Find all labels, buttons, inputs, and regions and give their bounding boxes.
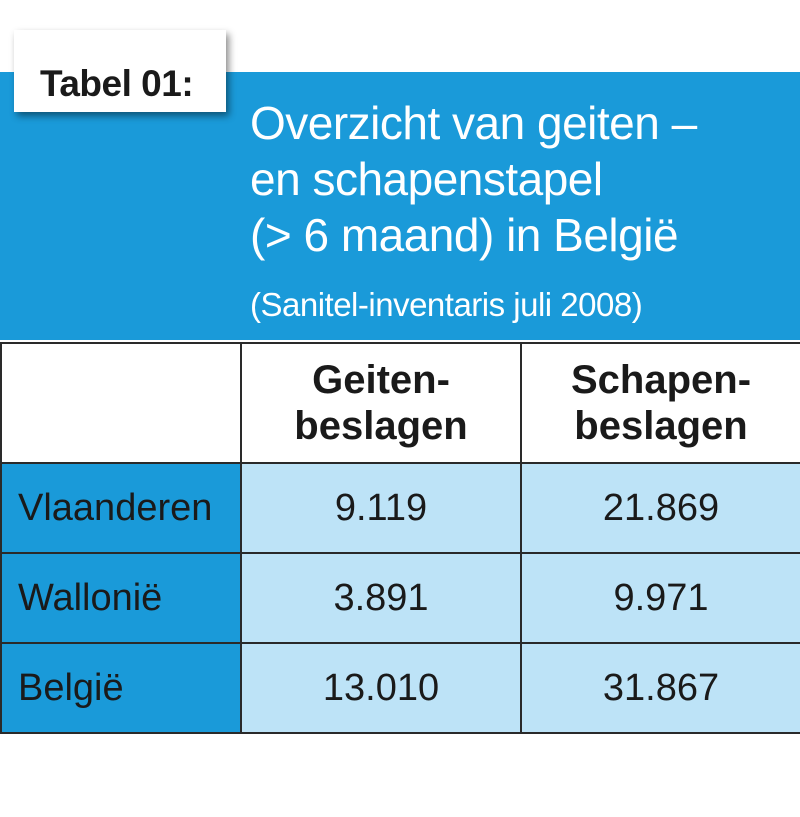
title-line: Overzicht van geiten – bbox=[250, 97, 697, 149]
table-number-label: Tabel 01: bbox=[14, 30, 226, 112]
header-line: Schapen- bbox=[570, 358, 752, 402]
table-row: Vlaanderen 9.119 21.869 bbox=[0, 462, 800, 554]
table-row: Wallonië 3.891 9.971 bbox=[0, 552, 800, 644]
header-row: Geiten- beslagen Schapen- beslagen bbox=[0, 342, 800, 464]
table-subtitle: (Sanitel-inventaris juli 2008) bbox=[250, 286, 643, 323]
table-row: België 13.010 31.867 bbox=[0, 642, 800, 734]
title-line: en schapenstapel bbox=[250, 153, 603, 205]
goat-farms-cell: 3.891 bbox=[240, 552, 522, 644]
goat-farms-cell: 13.010 bbox=[240, 642, 522, 734]
title-line: (> 6 maand) in België bbox=[250, 209, 679, 261]
table-title: Overzicht van geiten – en schapenstapel … bbox=[250, 95, 790, 263]
livestock-table: Geiten- beslagen Schapen- beslagen Vlaan… bbox=[0, 342, 800, 734]
header-sheep-farms: Schapen- beslagen bbox=[520, 342, 800, 464]
region-cell: Vlaanderen bbox=[0, 462, 242, 554]
title-panel bbox=[0, 72, 800, 340]
sheep-farms-cell: 21.869 bbox=[520, 462, 800, 554]
sheep-farms-cell: 31.867 bbox=[520, 642, 800, 734]
header-empty-cell bbox=[0, 342, 242, 464]
sheep-farms-cell: 9.971 bbox=[520, 552, 800, 644]
header-line: beslagen bbox=[294, 404, 468, 448]
region-cell: België bbox=[0, 642, 242, 734]
region-cell: Wallonië bbox=[0, 552, 242, 644]
header-line: Geiten- bbox=[312, 358, 450, 402]
goat-farms-cell: 9.119 bbox=[240, 462, 522, 554]
header-goat-farms: Geiten- beslagen bbox=[240, 342, 522, 464]
header-line: beslagen bbox=[574, 404, 748, 448]
